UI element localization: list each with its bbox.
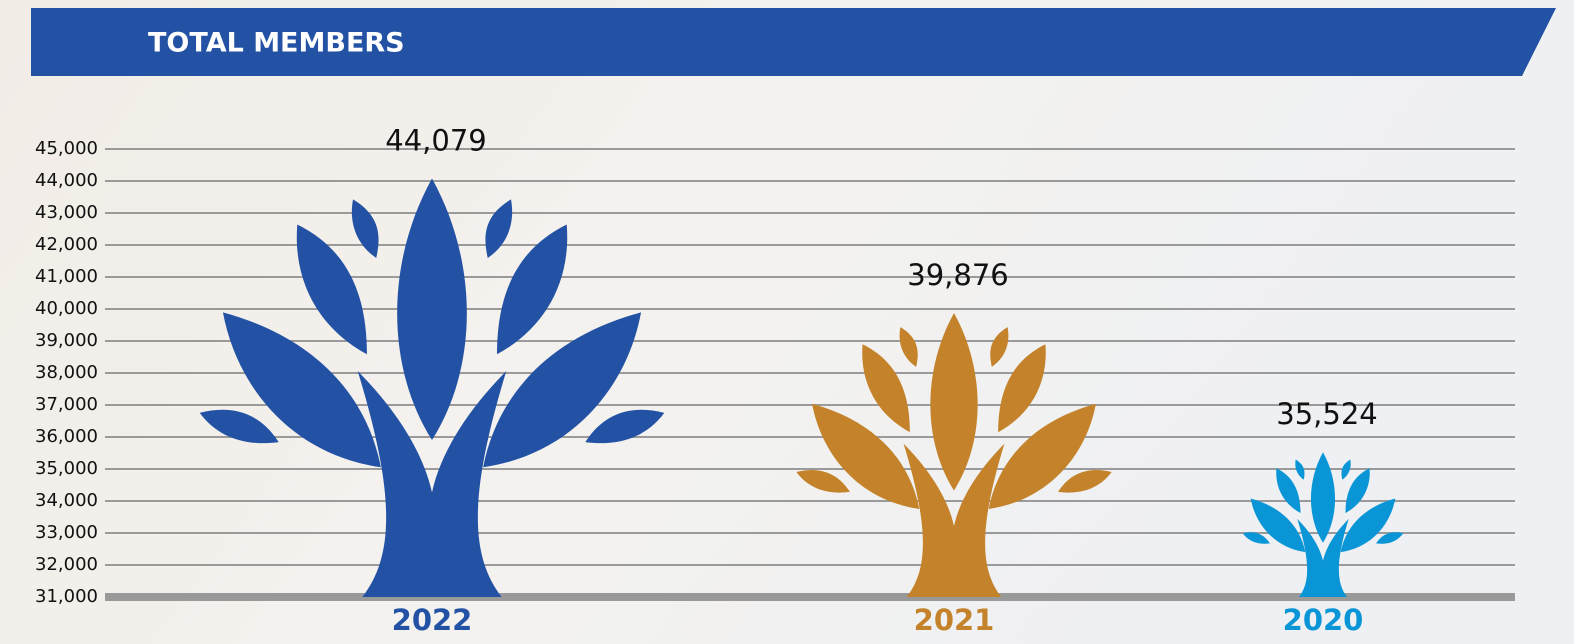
y-tick-label: 33,000 — [35, 522, 98, 543]
y-tick-label: 45,000 — [35, 138, 98, 159]
x-axis-baseline — [105, 593, 1515, 601]
y-tick-label: 42,000 — [35, 234, 98, 255]
header-banner — [31, 8, 1556, 76]
y-tick-label: 40,000 — [35, 298, 98, 319]
y-tick-label: 32,000 — [35, 554, 98, 575]
chart-title: TOTAL MEMBERS — [148, 28, 405, 59]
value-label: 35,524 — [1276, 397, 1377, 431]
y-tick-label: 34,000 — [35, 490, 98, 511]
y-tick-label: 38,000 — [35, 362, 98, 383]
value-label: 39,876 — [907, 258, 1008, 292]
y-tick-label: 44,000 — [35, 170, 98, 191]
y-tick-label: 36,000 — [35, 426, 98, 447]
y-tick-label: 43,000 — [35, 202, 98, 223]
y-tick-label: 39,000 — [35, 330, 98, 351]
tree-bar — [1242, 452, 1404, 597]
x-tick-label: 2021 — [914, 603, 995, 637]
x-tick-label: 2020 — [1283, 603, 1364, 637]
y-tick-label: 37,000 — [35, 394, 98, 415]
y-tick-label: 31,000 — [35, 586, 98, 607]
value-label: 44,079 — [385, 123, 486, 157]
y-tick-label: 41,000 — [35, 266, 98, 287]
x-tick-label: 2022 — [392, 603, 473, 637]
y-tick-label: 35,000 — [35, 458, 98, 479]
tree-bar — [199, 178, 665, 598]
tree-bar — [796, 312, 1112, 597]
